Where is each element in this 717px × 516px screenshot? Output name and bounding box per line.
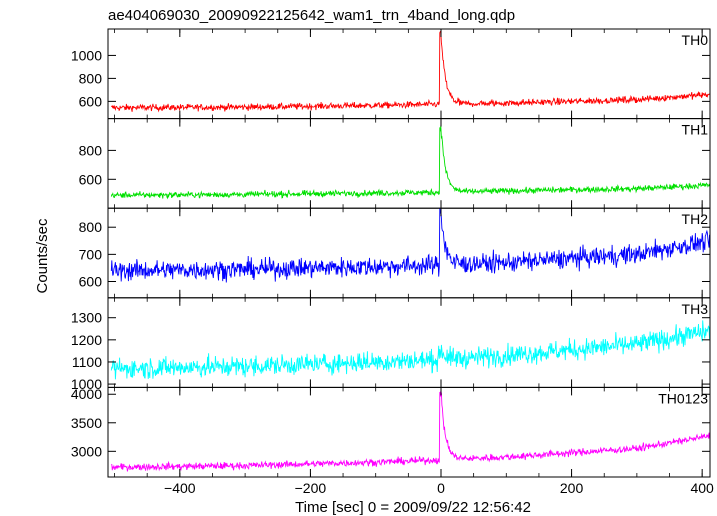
series-line-th3 xyxy=(110,320,711,380)
y-axis-label: Counts/sec xyxy=(34,218,51,294)
y-tick-label: 3500 xyxy=(71,415,102,431)
panel-label: TH3 xyxy=(682,301,709,317)
panel-th3: 1000 1100 1200 1300 TH3 xyxy=(71,297,711,392)
panel-th2: 600 700 800 TH2 xyxy=(79,207,711,299)
x-tick-label: 200 xyxy=(560,480,584,496)
x-tick-label: −200 xyxy=(295,480,327,496)
x-axis-label: Time [sec] 0 = 2009/09/22 12:56:42 xyxy=(295,499,531,516)
panel-label: TH0 xyxy=(682,32,709,48)
series-line-th0123 xyxy=(111,391,711,472)
y-tick-label: 1300 xyxy=(71,310,102,326)
y-tick-label: 800 xyxy=(79,70,103,86)
panel-th0: 600 800 1000 TH0 xyxy=(71,28,711,120)
panel-th0123: 3000 3500 4000 TH0123 xyxy=(71,386,711,478)
y-tick-label: 800 xyxy=(79,142,103,158)
y-tick-label: 3000 xyxy=(71,443,102,459)
series-line-th0 xyxy=(110,30,711,113)
y-tick-label: 1200 xyxy=(71,332,102,348)
x-tick-label: 400 xyxy=(690,480,714,496)
panel-frame xyxy=(107,386,711,478)
x-tick-label: −400 xyxy=(164,480,196,496)
chart-panels: 600 800 1000 TH0 600 800 TH1 600 700 800 TH2 1000 11… xyxy=(71,28,714,496)
panel-frame xyxy=(107,297,711,388)
panel-th1: 600 800 TH1 xyxy=(79,118,711,209)
y-tick-label: 600 xyxy=(79,274,103,290)
y-tick-label: 800 xyxy=(79,219,103,235)
x-tick-label: 0 xyxy=(437,480,445,496)
y-tick-label: 700 xyxy=(79,246,103,262)
series-line-th2 xyxy=(110,208,711,283)
series-line-th1 xyxy=(110,125,711,200)
y-tick-label: 1000 xyxy=(71,376,102,392)
panel-label: TH1 xyxy=(682,122,709,138)
panel-frame xyxy=(107,118,711,209)
chart-title: ae404069030_20090922125642_wam1_trn_4ban… xyxy=(108,7,515,24)
y-tick-label: 600 xyxy=(79,93,103,109)
panel-label: TH0123 xyxy=(658,390,708,406)
y-tick-label: 1100 xyxy=(72,354,102,370)
y-tick-label: 1000 xyxy=(71,47,102,63)
y-tick-label: 4000 xyxy=(71,386,102,402)
y-tick-label: 600 xyxy=(79,171,103,187)
panel-label: TH2 xyxy=(682,211,709,227)
